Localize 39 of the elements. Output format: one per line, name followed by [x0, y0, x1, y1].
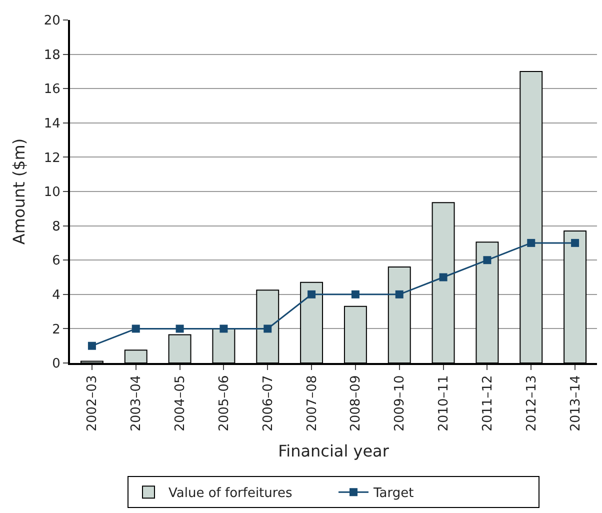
x-tick-label: 2004–05 [173, 375, 188, 432]
x-tick-label: 2005–06 [216, 375, 232, 432]
y-tick-label: 8 [52, 219, 60, 234]
x-tick-label: 2011–12 [480, 375, 496, 432]
point [176, 324, 184, 333]
legend-label: Target [372, 486, 414, 502]
y-tick-label: 20 [44, 14, 60, 29]
x-tick-label: 2010–11 [436, 375, 452, 432]
x-tick-label: 2013–14 [568, 375, 584, 432]
point [527, 238, 536, 247]
y-tick-label: 0 [52, 356, 60, 372]
point [571, 238, 580, 247]
x-tick-label: 2008–09 [348, 375, 364, 432]
x-tick-label: 2002–03 [85, 375, 100, 432]
y-tick-label: 12 [44, 150, 60, 166]
x-axis-title: Financial year [278, 442, 390, 461]
point [88, 342, 96, 350]
y-tick-label: 6 [52, 254, 60, 269]
x-tick-label: 2009–10 [392, 375, 408, 432]
point [308, 290, 316, 298]
point [439, 273, 448, 282]
x-tick-label: 2012–13 [524, 375, 540, 432]
x-tick-label: 2006–07 [260, 375, 276, 432]
point [483, 256, 492, 264]
point [132, 324, 140, 333]
point [395, 290, 404, 298]
y-tick-label: 14 [44, 116, 60, 132]
point [351, 290, 360, 298]
point [220, 324, 228, 333]
y-tick-label: 4 [52, 288, 60, 303]
y-tick-label: 16 [44, 82, 60, 98]
y-tick-label: 10 [44, 185, 60, 200]
legend-label: Value of forfeitures [168, 486, 292, 502]
x-tick-label: 2007–08 [304, 375, 320, 432]
x-tick-label: 2003–04 [129, 375, 144, 432]
y-tick-label: 2 [52, 322, 60, 338]
y-tick-label: 18 [44, 48, 60, 63]
y-axis-title: Amount ($m) [9, 138, 28, 245]
point [264, 324, 272, 333]
